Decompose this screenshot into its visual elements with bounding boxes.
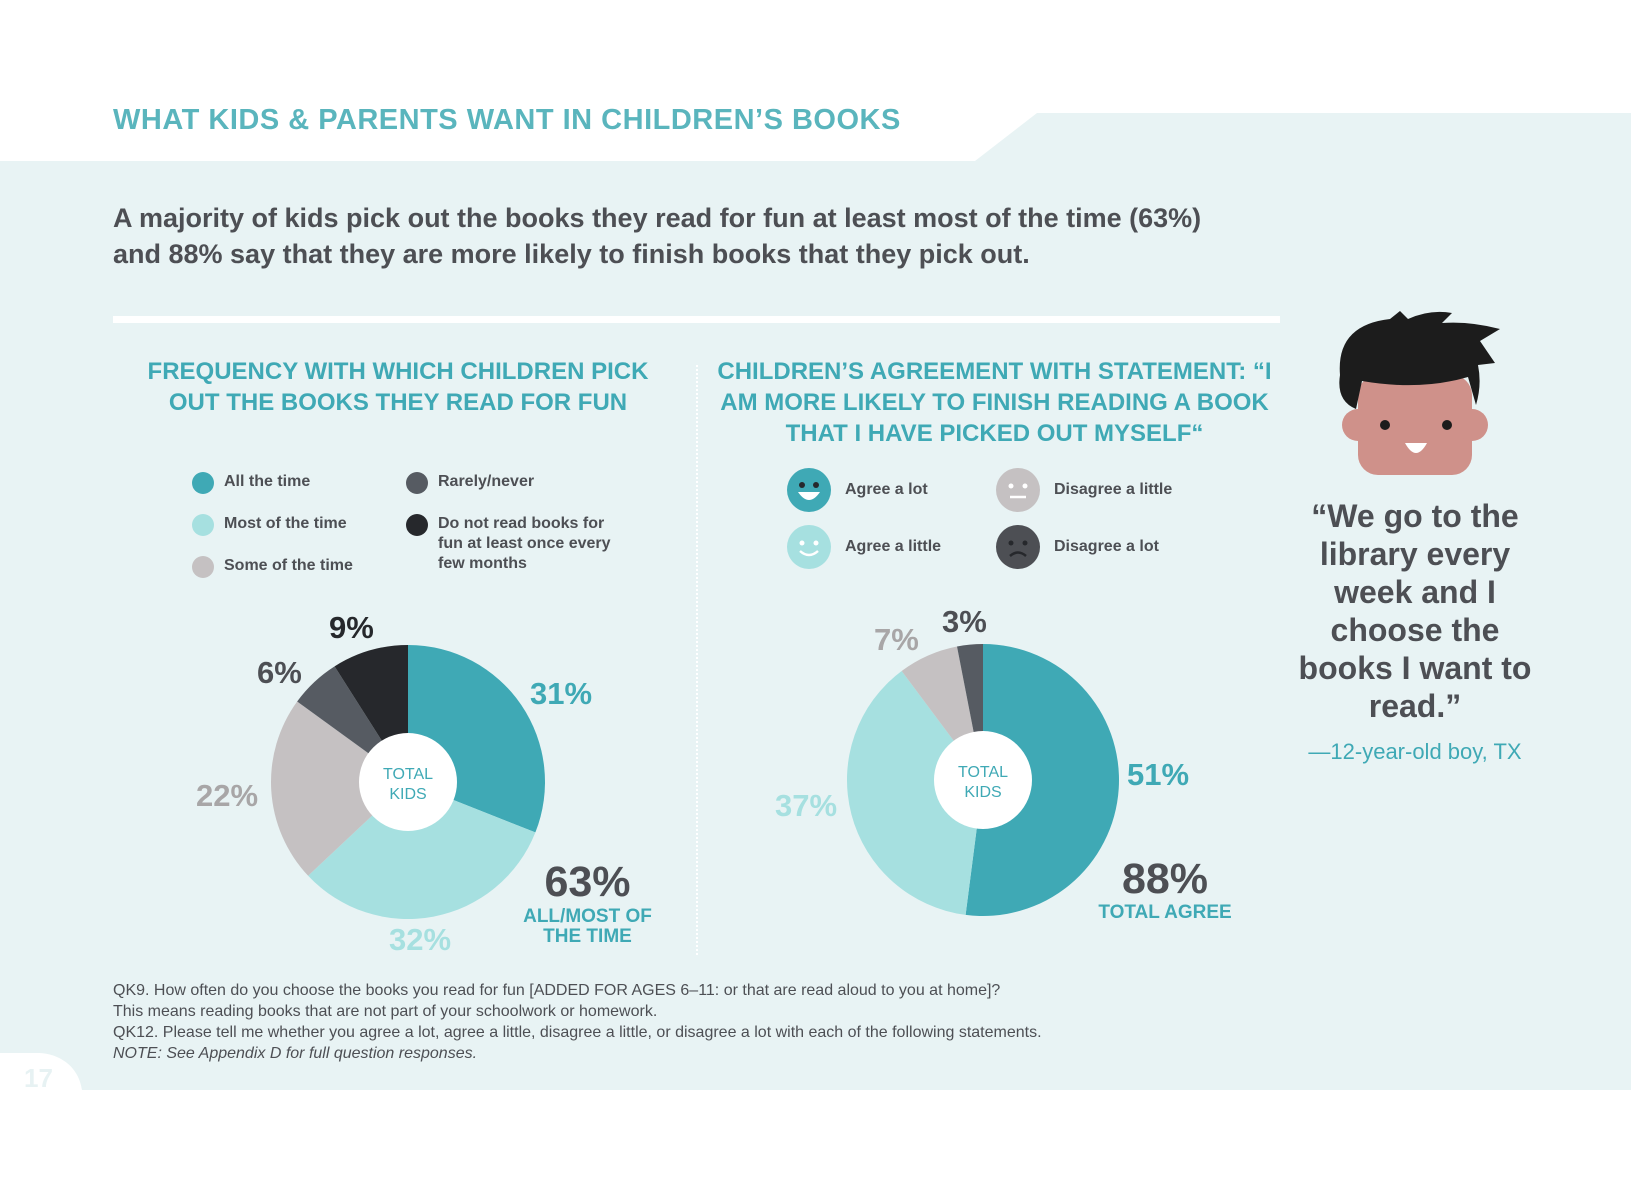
legend-item-disagree-a-little: Disagree a little: [996, 468, 1173, 512]
legend-swatch: [192, 556, 214, 578]
chart2-summary-label: TOTAL AGREE: [1098, 902, 1232, 923]
headline-line-1: A majority of kids pick out the books th…: [113, 203, 1202, 233]
legend-label: Do not read books for fun at least once …: [438, 515, 611, 572]
divider-rule: [113, 316, 1280, 323]
quote-text: “We go to the library every week and I c…: [1298, 498, 1532, 724]
chart2-title: CHILDREN’S AGREEMENT WITH STATEMENT: “I …: [717, 358, 1272, 447]
chart1-label-some-of-the-time: 22%: [196, 778, 259, 813]
section-title: WHAT KIDS & PARENTS WANT IN CHILDREN’S B…: [113, 104, 901, 136]
chart1-center-label: TOTAL KIDS: [382, 766, 434, 803]
smile-face-icon: [787, 525, 831, 569]
legend-swatch: [406, 472, 428, 494]
legend-label: Agree a lot: [845, 481, 928, 498]
legend-item-do-not-read: Do not read books for fun at least once …: [406, 514, 626, 574]
footnote-2: This means reading books that are not pa…: [113, 1003, 658, 1020]
frown-face-icon: [996, 525, 1040, 569]
chart2-label-disagree-a-lot: 3%: [942, 604, 987, 639]
legend-item-agree-a-lot: Agree a lot: [787, 468, 928, 512]
chart1-summary-label: ALL/MOST OF THE TIME: [523, 906, 652, 947]
legend-label: All the time: [224, 473, 311, 490]
legend-swatch: [406, 514, 428, 536]
chart2-summary-value: 88%: [1121, 855, 1209, 903]
legend-item-agree-a-little: Agree a little: [787, 525, 942, 569]
chart1-label-all-the-time: 31%: [530, 676, 593, 711]
chart2-center-label: TOTAL KIDS: [957, 764, 1009, 801]
vertical-divider: [696, 365, 698, 955]
chart2-label-disagree-a-little: 7%: [874, 622, 919, 657]
legend-swatch: [192, 472, 214, 494]
footnote-3: QK12. Please tell me whether you agree a…: [113, 1024, 1042, 1041]
legend-item-disagree-a-lot: Disagree a lot: [996, 525, 1159, 569]
headline-line-2: and 88% say that they are more likely to…: [113, 239, 1030, 269]
legend-label: Agree a little: [845, 538, 942, 555]
legend-label: Disagree a little: [1054, 481, 1173, 498]
chart1-label-do-not-read: 9%: [329, 610, 374, 645]
chart1-summary-value: 63%: [544, 858, 631, 906]
page-number: 17: [24, 1063, 53, 1093]
boy-avatar: [1339, 311, 1500, 475]
headline: A majority of kids pick out the books th…: [113, 200, 1273, 272]
legend-label: Disagree a lot: [1054, 538, 1159, 555]
legend-label: Some of the time: [224, 557, 353, 574]
legend-item-all-the-time: All the time: [192, 472, 310, 494]
footnote-note: NOTE: See Appendix D for full question r…: [113, 1045, 478, 1062]
legend-item-rarely-never: Rarely/never: [406, 472, 534, 494]
chart1-label-rarely-never: 6%: [257, 655, 302, 690]
quote-attribution: —12-year-old boy, TX: [1308, 739, 1522, 764]
chart2-label-agree-a-little: 37%: [775, 788, 838, 823]
legend-label: Rarely/never: [438, 473, 535, 490]
chart1-title: FREQUENCY WITH WHICH CHILDREN PICK OUT T…: [147, 358, 649, 416]
chart2-label-agree-a-lot: 51%: [1127, 757, 1190, 792]
legend-item-some-of-the-time: Some of the time: [192, 556, 353, 578]
neutral-face-icon: [996, 468, 1040, 512]
big-smile-face-icon: [787, 468, 831, 512]
footnote-1: QK9. How often do you choose the books y…: [113, 982, 1001, 999]
legend-swatch: [192, 514, 214, 536]
legend-item-most-of-the-time: Most of the time: [192, 514, 347, 536]
legend-label: Most of the time: [224, 515, 347, 532]
chart1-label-most-of-the-time: 32%: [389, 922, 452, 957]
